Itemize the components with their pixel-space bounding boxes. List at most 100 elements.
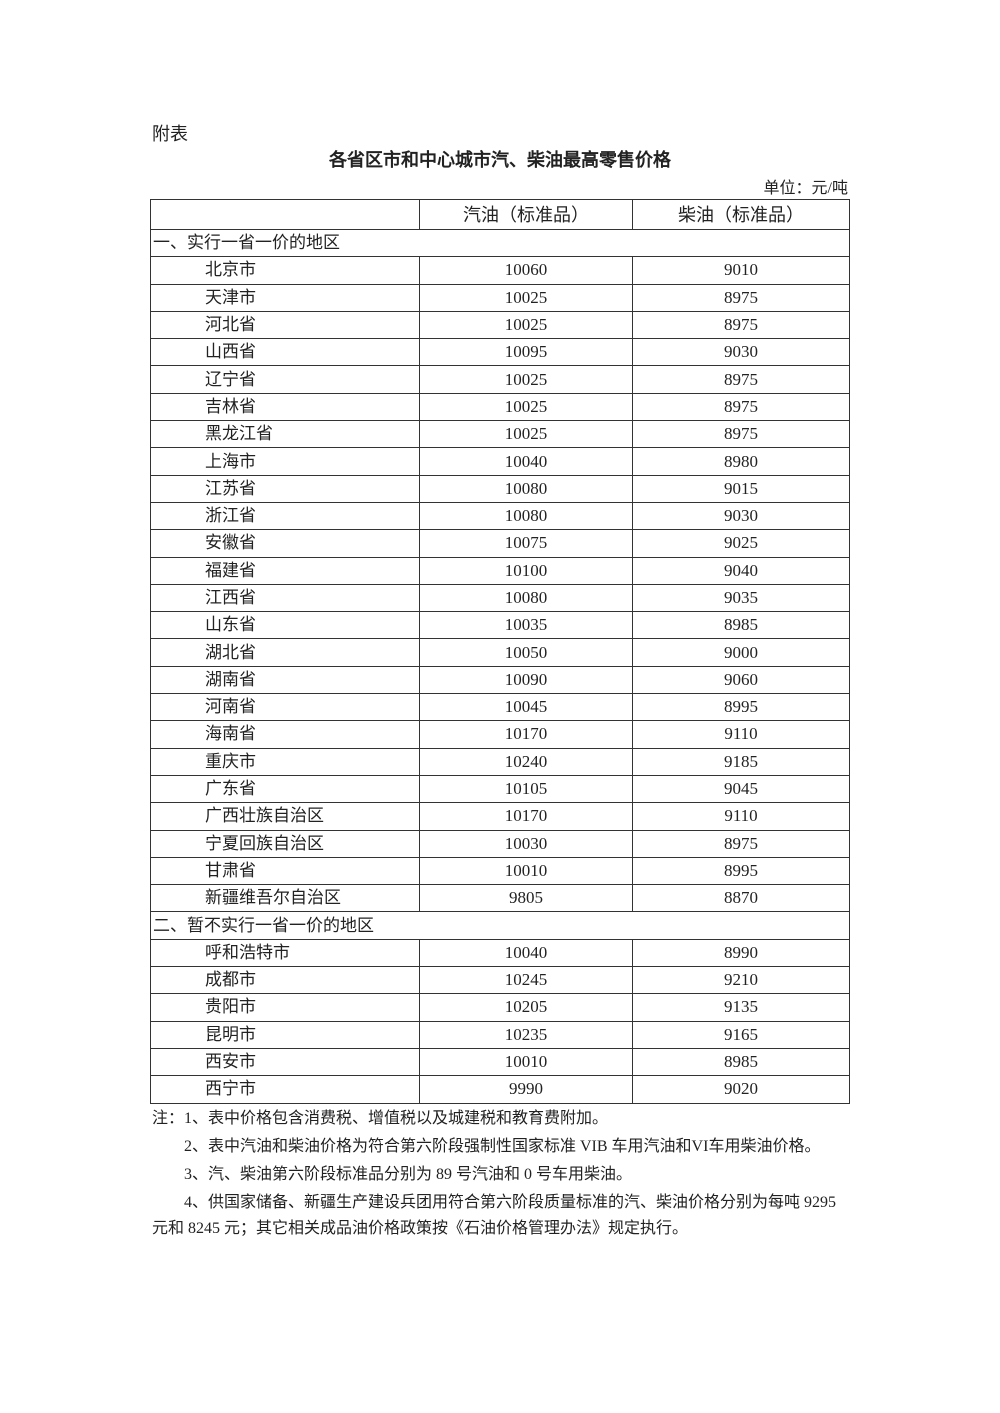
region: 海南省 (150, 720, 420, 749)
header-diesel: 柴油（标准品） (632, 199, 850, 230)
table-row: 北京市 10060 9010 (150, 256, 850, 285)
diesel-price: 9135 (632, 993, 850, 1022)
region: 河北省 (150, 310, 420, 340)
table-row: 甘肃省 10010 8995 (150, 856, 850, 886)
note-4: 4、供国家储备、新疆生产建设兵团用符合第六阶段质量标准的汽、柴油价格分别为每吨 … (152, 1194, 837, 1237)
region: 广东省 (150, 774, 420, 804)
region: 湖北省 (150, 638, 420, 667)
diesel-price: 9110 (632, 720, 850, 749)
diesel-price: 9000 (632, 638, 850, 667)
diesel-price: 8995 (632, 693, 850, 722)
table-header-row: 汽油（标准品） 柴油（标准品） (150, 199, 850, 230)
region: 重庆市 (150, 747, 420, 776)
section-row: 一、实行一省一价的地区 (150, 228, 850, 258)
annex-label: 附表 (152, 124, 188, 144)
diesel-price: 9040 (632, 556, 850, 585)
region: 天津市 (150, 283, 420, 312)
gasoline-price: 10170 (419, 720, 633, 749)
diesel-price: 9210 (632, 966, 850, 995)
diesel-price: 8975 (632, 392, 850, 422)
table-row: 天津市 10025 8975 (150, 283, 850, 312)
region: 新疆维吾尔自治区 (150, 884, 420, 913)
table-row: 辽宁省 10025 8975 (150, 365, 850, 394)
table-row: 江苏省 10080 9015 (150, 474, 850, 503)
gasoline-price: 10010 (419, 1047, 633, 1077)
diesel-price: 9060 (632, 665, 850, 695)
diesel-price: 8975 (632, 420, 850, 449)
table-row: 西安市 10010 8985 (150, 1047, 850, 1077)
table-row: 福建省 10100 9040 (150, 556, 850, 585)
gasoline-price: 10205 (419, 993, 633, 1022)
diesel-price: 9020 (632, 1075, 850, 1104)
table-row: 昆明市 10235 9165 (150, 1020, 850, 1049)
gasoline-price: 10050 (419, 638, 633, 667)
region: 山东省 (150, 611, 420, 640)
diesel-price: 9030 (632, 338, 850, 367)
diesel-price: 8995 (632, 856, 850, 886)
table-row: 湖南省 10090 9060 (150, 665, 850, 695)
table-row: 山东省 10035 8985 (150, 611, 850, 640)
gasoline-price: 10080 (419, 501, 633, 531)
note-1: 注：1、表中价格包含消费税、增值税以及城建税和教育费附加。 (152, 1110, 609, 1127)
gasoline-price: 10080 (419, 583, 633, 613)
gasoline-price: 10170 (419, 802, 633, 831)
region: 宁夏回族自治区 (150, 829, 420, 858)
region: 甘肃省 (150, 856, 420, 886)
region: 安徽省 (150, 529, 420, 558)
gasoline-price: 10040 (419, 447, 633, 476)
gasoline-price: 10040 (419, 938, 633, 968)
gasoline-price: 10025 (419, 283, 633, 312)
region: 北京市 (150, 256, 420, 285)
diesel-price: 8980 (632, 447, 850, 476)
gasoline-price: 10025 (419, 392, 633, 422)
diesel-price: 8975 (632, 829, 850, 858)
region: 西宁市 (150, 1075, 420, 1104)
diesel-price: 8985 (632, 611, 850, 640)
table-row: 湖北省 10050 9000 (150, 638, 850, 667)
gasoline-price: 10025 (419, 310, 633, 340)
gasoline-price: 10075 (419, 529, 633, 558)
table-row: 呼和浩特市 10040 8990 (150, 938, 850, 968)
section-row: 二、暂不实行一省一价的地区 (150, 911, 850, 940)
table-row: 重庆市 10240 9185 (150, 747, 850, 776)
table-row: 浙江省 10080 9030 (150, 501, 850, 531)
notes: 注：1、表中价格包含消费税、增值税以及城建税和教育费附加。 2、表中汽油和柴油价… (152, 1106, 850, 1244)
gasoline-price: 10025 (419, 420, 633, 449)
gasoline-price: 10045 (419, 693, 633, 722)
gasoline-price: 9805 (419, 884, 633, 913)
region: 广西壮族自治区 (150, 802, 420, 831)
table-row: 河北省 10025 8975 (150, 310, 850, 340)
table-row: 山西省 10095 9030 (150, 338, 850, 367)
diesel-price: 9165 (632, 1020, 850, 1049)
diesel-price: 9035 (632, 583, 850, 613)
diesel-price: 8975 (632, 365, 850, 394)
table-row: 吉林省 10025 8975 (150, 392, 850, 422)
page-title: 各省区市和中心城市汽、柴油最高零售价格 (329, 150, 671, 171)
gasoline-price: 10080 (419, 474, 633, 503)
region: 呼和浩特市 (150, 938, 420, 968)
region: 西安市 (150, 1047, 420, 1077)
region: 江苏省 (150, 474, 420, 503)
table-row: 广东省 10105 9045 (150, 774, 850, 804)
unit-label: 单位：元/吨 (763, 180, 848, 197)
table-row: 贵阳市 10205 9135 (150, 993, 850, 1022)
table-row: 上海市 10040 8980 (150, 447, 850, 476)
diesel-price: 8985 (632, 1047, 850, 1077)
section-label: 一、实行一省一价的地区 (150, 228, 850, 258)
region: 上海市 (150, 447, 420, 476)
diesel-price: 8990 (632, 938, 850, 968)
gasoline-price: 10010 (419, 856, 633, 886)
diesel-price: 9025 (632, 529, 850, 558)
region: 吉林省 (150, 392, 420, 422)
table-row: 安徽省 10075 9025 (150, 529, 850, 558)
gasoline-price: 10240 (419, 747, 633, 776)
diesel-price: 9030 (632, 501, 850, 531)
section-label: 二、暂不实行一省一价的地区 (150, 911, 850, 940)
price-table: 汽油（标准品） 柴油（标准品） 一、实行一省一价的地区 北京市 10060 9010 天… (150, 199, 850, 1104)
gasoline-price: 10025 (419, 365, 633, 394)
gasoline-price: 10060 (419, 256, 633, 285)
gasoline-price: 10030 (419, 829, 633, 858)
gasoline-price: 9990 (419, 1075, 633, 1104)
region: 山西省 (150, 338, 420, 367)
gasoline-price: 10105 (419, 774, 633, 804)
